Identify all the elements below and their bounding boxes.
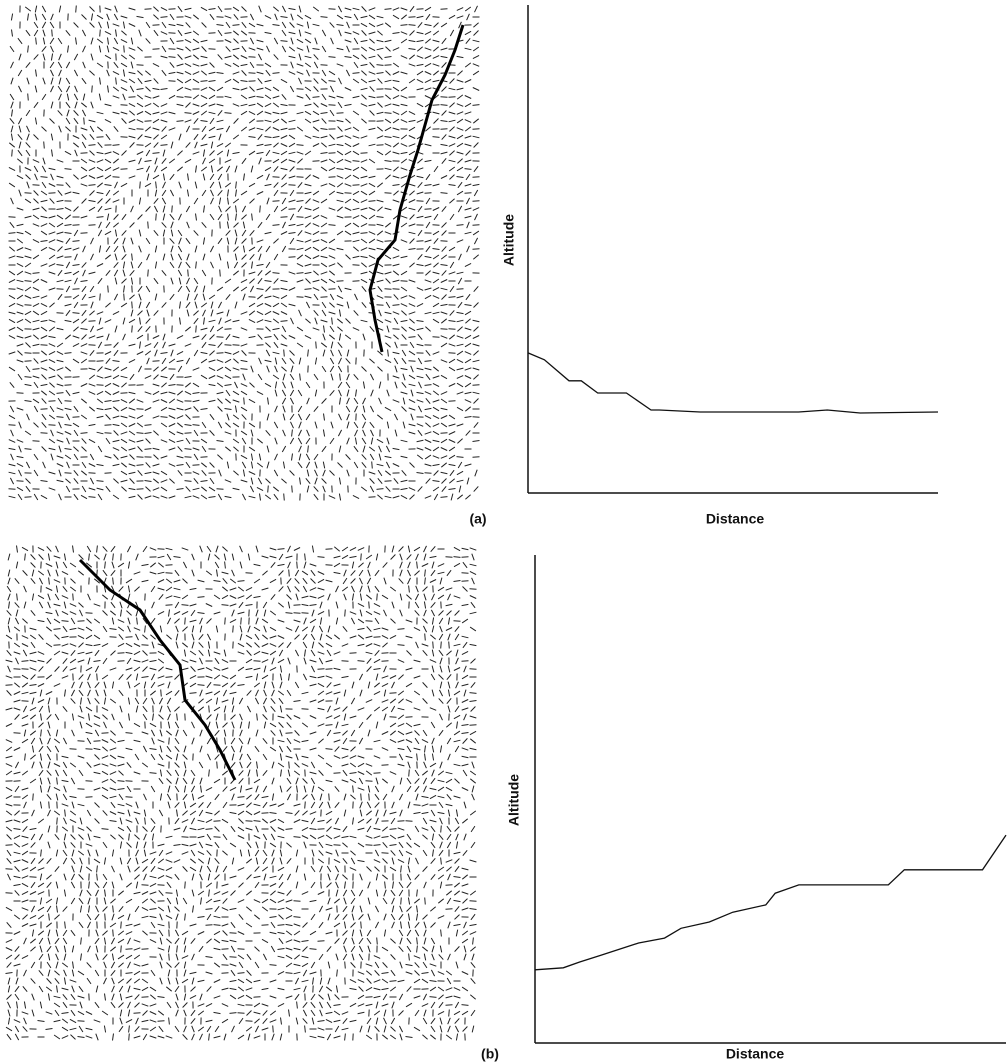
x-axis-label: Distance xyxy=(726,1046,785,1062)
vector-field xyxy=(5,545,477,1041)
flow-path xyxy=(78,558,237,781)
panel-label: (b) xyxy=(481,1046,499,1062)
y-axis-label: Altitude xyxy=(506,774,522,826)
vector-field xyxy=(8,5,480,501)
panel-label: (a) xyxy=(469,511,486,527)
y-axis-label: Altitude xyxy=(501,214,517,266)
profile-line xyxy=(527,352,939,414)
flow-path xyxy=(368,24,465,353)
x-axis-label: Distance xyxy=(706,511,765,527)
profile-line xyxy=(534,834,1007,971)
